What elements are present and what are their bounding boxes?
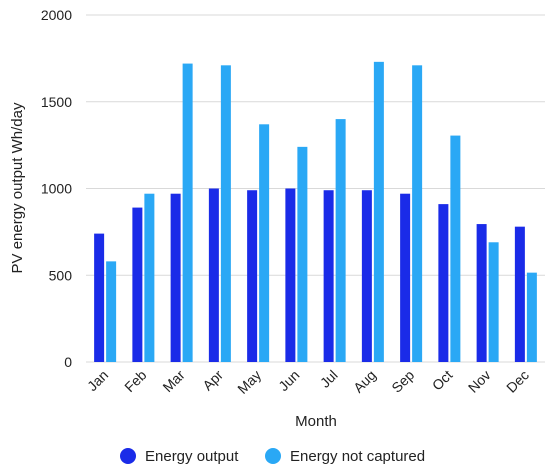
y-tick-label: 2000 — [41, 7, 72, 23]
x-tick-label: Jan — [84, 367, 111, 394]
bar-energy-not-captured-jan — [106, 261, 117, 362]
x-tick-label: Jun — [275, 367, 302, 394]
bar-energy-output-aug — [361, 190, 372, 362]
legend-marker-energy-not-captured — [265, 448, 281, 464]
bar-energy-output-jan — [94, 233, 105, 362]
bar-energy-output-jun — [285, 188, 296, 362]
bar-energy-output-apr — [208, 188, 219, 362]
bar-energy-output-nov — [476, 224, 487, 362]
bar-energy-output-dec — [514, 226, 525, 362]
bar-energy-not-captured-jul — [335, 119, 346, 362]
bar-energy-not-captured-sep — [412, 65, 423, 362]
bar-energy-output-sep — [400, 193, 411, 362]
y-tick-label: 500 — [49, 267, 73, 283]
x-tick-label: Feb — [121, 367, 150, 396]
bar-energy-output-may — [247, 190, 258, 362]
x-tick-label: Aug — [350, 367, 379, 396]
x-tick-label: Nov — [465, 367, 494, 396]
x-tick-label: Oct — [429, 367, 456, 394]
bar-energy-not-captured-apr — [220, 65, 231, 362]
y-tick-label: 1500 — [41, 94, 72, 110]
x-tick-label: Sep — [388, 367, 417, 396]
legend-label-energy-output: Energy output — [145, 448, 239, 465]
bar-energy-output-jul — [323, 190, 334, 362]
bar-energy-not-captured-nov — [488, 242, 499, 362]
bar-energy-not-captured-mar — [182, 63, 193, 363]
x-axis-title: Month — [295, 413, 337, 430]
bar-energy-output-oct — [438, 204, 449, 362]
bar-energy-output-feb — [132, 207, 143, 362]
bar-energy-not-captured-oct — [450, 135, 461, 362]
bar-energy-output-mar — [170, 193, 181, 362]
y-axis-title: PV energy output Wh/day — [9, 102, 26, 273]
x-tick-label: May — [234, 367, 264, 397]
bar-energy-not-captured-may — [259, 124, 270, 363]
bar-energy-not-captured-feb — [144, 193, 155, 362]
legend-marker-energy-output — [120, 448, 136, 464]
y-tick-labels: 0 500 1000 1500 2000 — [41, 7, 72, 370]
bars — [94, 61, 537, 363]
y-tick-label: 1000 — [41, 181, 72, 197]
bar-energy-not-captured-aug — [373, 61, 384, 362]
bar-energy-not-captured-jun — [297, 146, 308, 362]
legend-label-energy-not-captured: Energy not captured — [290, 448, 425, 465]
x-tick-label: Jul — [317, 367, 341, 391]
x-tick-label: Dec — [503, 367, 532, 396]
legend: Energy output Energy not captured — [120, 448, 425, 465]
x-tick-label: Mar — [159, 367, 188, 396]
y-tick-label: 0 — [64, 354, 72, 370]
gridlines — [86, 14, 545, 363]
x-tick-labels: Jan Feb Mar Apr May Jun Jul Aug Sep Oct Nov Dec — [84, 367, 532, 397]
bar-energy-not-captured-dec — [526, 272, 537, 362]
x-tick-label: Apr — [199, 367, 226, 394]
